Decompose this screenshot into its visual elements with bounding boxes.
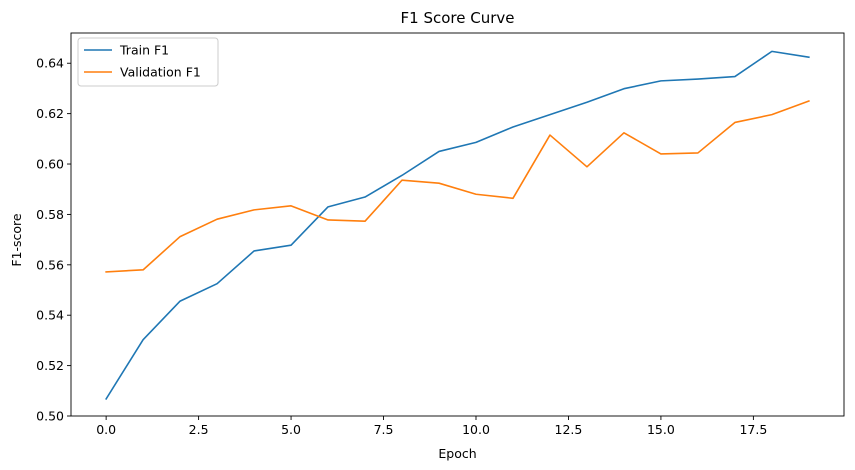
y-axis-label: F1-score	[9, 213, 24, 267]
series-line-train	[105, 50, 810, 400]
y-tick-label: 0.62	[36, 106, 64, 121]
x-axis-label: Epoch	[438, 446, 476, 461]
x-tick-label: 12.5	[555, 422, 583, 437]
y-tick-label: 0.60	[36, 157, 64, 172]
y-tick-label: 0.64	[36, 56, 64, 71]
x-tick-label: 2.5	[189, 422, 209, 437]
x-tick-label: 10.0	[462, 422, 490, 437]
legend-label-train: Train F1	[119, 43, 169, 58]
x-tick-label: 15.0	[647, 422, 675, 437]
chart-title: F1 Score Curve	[401, 9, 515, 27]
axes-frame	[70, 32, 845, 417]
legend: Train F1 Validation F1	[77, 37, 219, 87]
y-tick-label: 0.52	[36, 358, 64, 373]
legend-label-validation: Validation F1	[120, 65, 201, 80]
x-tick-label: 7.5	[374, 422, 394, 437]
y-tick-label: 0.56	[36, 257, 64, 272]
y-tick-label: 0.50	[36, 409, 64, 424]
x-tick-label: 0.0	[96, 422, 116, 437]
plot-area: 0.0 2.5 5.0 7.5 10.0 12.5 15.0 17.5 0.50 0.52 0.54…	[36, 32, 845, 437]
y-tick-label: 0.58	[36, 207, 64, 222]
x-tick-label: 17.5	[739, 422, 767, 437]
x-tick-label: 5.0	[281, 422, 301, 437]
legend-box	[77, 37, 219, 87]
series-line-validation	[105, 100, 810, 273]
y-tick-label: 0.54	[36, 308, 64, 323]
